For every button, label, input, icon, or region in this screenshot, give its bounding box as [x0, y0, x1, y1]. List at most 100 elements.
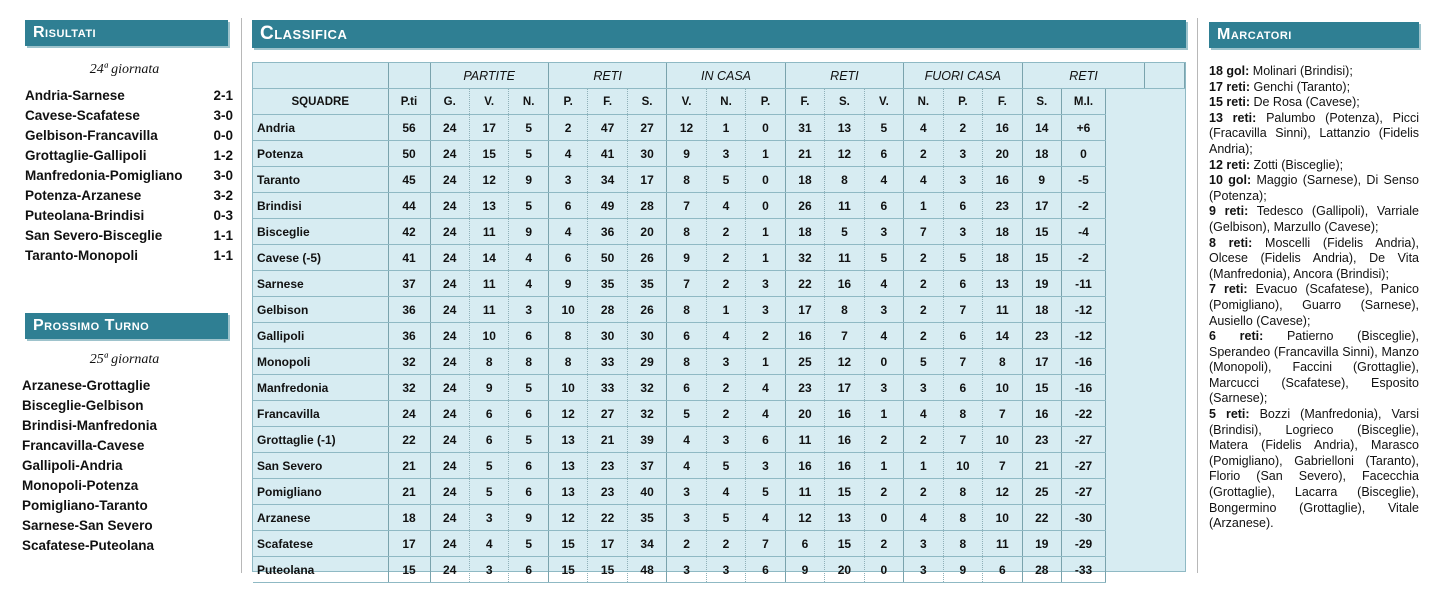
table-row: Scafatese 17 24 4 5 15 17 34 2 2 7 6 15 2 3 8 11 19 -29 [253, 530, 1185, 557]
team-name: Taranto [253, 166, 389, 193]
stat-cell: -27 [1061, 478, 1106, 505]
stat-cell: 1 [706, 296, 747, 323]
stat-cell: 4 [903, 400, 944, 427]
stat-cell: 5 [706, 452, 747, 479]
marcatori-banner: Marcatori [1209, 22, 1419, 48]
scorer-goals: 13 reti: [1209, 110, 1257, 125]
stat-cell: 18 [785, 166, 826, 193]
stat-cell: 6 [548, 192, 589, 219]
stat-cell: 33 [587, 348, 628, 375]
stat-cell: 2 [903, 322, 944, 349]
stat-cell: 11 [469, 218, 510, 245]
result-match: Cavese-Scafatese [25, 108, 140, 123]
stat-cell: 5 [824, 218, 865, 245]
scorer-names: Zotti (Bisceglie); [1253, 157, 1344, 172]
stat-cell: 15 [587, 556, 628, 583]
stat-cell: 30 [627, 140, 668, 167]
stat-cell: -11 [1061, 270, 1106, 297]
stat-cell: 41 [587, 140, 628, 167]
stat-cell: 16 [824, 400, 865, 427]
result-row: Gelbison-Francavilla 0-0 [25, 126, 233, 146]
next-match: Arzanese-Grottaglie [22, 378, 151, 393]
stat-cell: 4 [666, 426, 707, 453]
stat-cell: 3 [864, 374, 905, 401]
team-name: Pomigliano [253, 478, 389, 505]
table-row: Brindisi 44 24 13 5 6 49 28 7 4 0 26 11 6 1 6 23 17 -2 [253, 192, 1185, 219]
stat-cell: 6 [943, 192, 984, 219]
stat-cell: 12 [548, 400, 589, 427]
team-name: Manfredonia [253, 374, 389, 401]
stat-cell: -2 [1061, 244, 1106, 271]
stat-cell: 4 [706, 192, 747, 219]
stat-cell: 24 [430, 400, 470, 427]
team-points: 36 [388, 296, 431, 323]
stat-cell: 2 [706, 218, 747, 245]
stat-cell: 4 [508, 244, 549, 271]
scorer-names: Tedesco (Gallipoli), Varriale (Gelbison)… [1209, 204, 1420, 234]
stat-cell: 19 [1022, 530, 1063, 557]
stat-cell: -22 [1061, 400, 1106, 427]
stat-cell: 8 [943, 504, 984, 531]
stat-cell: 2 [864, 530, 905, 557]
team-points: 18 [388, 504, 431, 531]
table-row: Potenza 50 24 15 5 4 41 30 9 3 1 21 12 6 2 3 20 18 0 [253, 140, 1185, 167]
stat-cell: 3 [706, 556, 747, 583]
stat-cell: 3 [745, 452, 786, 479]
stat-cell: 9 [785, 556, 826, 583]
stat-cell: 16 [824, 426, 865, 453]
stat-cell: 16 [785, 322, 826, 349]
stat-cell: 32 [785, 244, 826, 271]
scorer-names: Genchi (Taranto); [1253, 79, 1351, 94]
stat-cell: -5 [1061, 166, 1106, 193]
result-match: Andria-Sarnese [25, 88, 125, 103]
stat-cell: 5 [903, 348, 944, 375]
stat-cell: 7 [903, 218, 944, 245]
stat-cell: 6 [666, 374, 707, 401]
column-header: SQUADRE [253, 88, 389, 115]
next-match: Scafatese-Puteolana [22, 538, 155, 553]
stat-cell: 20 [982, 140, 1023, 167]
group-header: FUORI CASA [903, 63, 1023, 89]
stat-cell: 20 [627, 218, 668, 245]
stat-cell: 3 [745, 270, 786, 297]
stat-cell: 5 [745, 478, 786, 505]
stat-cell: 33 [587, 374, 628, 401]
stat-cell: 7 [943, 348, 984, 375]
stat-cell: 7 [666, 192, 707, 219]
table-row: Manfredonia 32 24 9 5 10 33 32 6 2 4 23 17 3 3 6 10 15 -16 [253, 374, 1185, 401]
stat-cell: 23 [982, 192, 1023, 219]
stat-cell: 34 [587, 166, 628, 193]
stat-cell: 13 [548, 426, 589, 453]
scorer-goals: 15 reti: [1209, 95, 1250, 110]
result-match: Grottaglie-Gallipoli [25, 148, 147, 163]
stat-cell: 2 [548, 114, 589, 141]
stat-cell: 9 [508, 166, 549, 193]
stat-cell: 4 [864, 166, 905, 193]
stat-cell: 1 [864, 452, 905, 479]
stat-cell: 14 [1022, 114, 1063, 141]
stat-cell: 3 [706, 140, 747, 167]
column-header: N. [903, 88, 944, 115]
stat-cell: 24 [430, 270, 470, 297]
stat-cell: 4 [903, 114, 944, 141]
result-score: 1-2 [213, 148, 233, 163]
stat-cell: 0 [864, 348, 905, 375]
stat-cell: 6 [508, 478, 549, 505]
stat-cell: 11 [469, 296, 510, 323]
stat-cell: 10 [943, 452, 984, 479]
column-header: S. [1022, 88, 1063, 115]
prossimo-turno-banner: Prossimo Turno [25, 313, 228, 339]
stat-cell: 15 [824, 530, 865, 557]
group-header: RETI [1022, 63, 1146, 89]
team-name: Arzanese [253, 504, 389, 531]
team-name: Gallipoli [253, 322, 389, 349]
stat-cell: 6 [943, 322, 984, 349]
stat-cell: 6 [864, 192, 905, 219]
stat-cell: 10 [982, 374, 1023, 401]
stat-cell: 1 [706, 114, 747, 141]
stat-cell: 2 [903, 426, 944, 453]
stat-cell: 12 [824, 348, 865, 375]
stat-cell: -2 [1061, 192, 1106, 219]
result-row: Potenza-Arzanese 3-2 [25, 186, 233, 206]
stat-cell: 9 [508, 218, 549, 245]
